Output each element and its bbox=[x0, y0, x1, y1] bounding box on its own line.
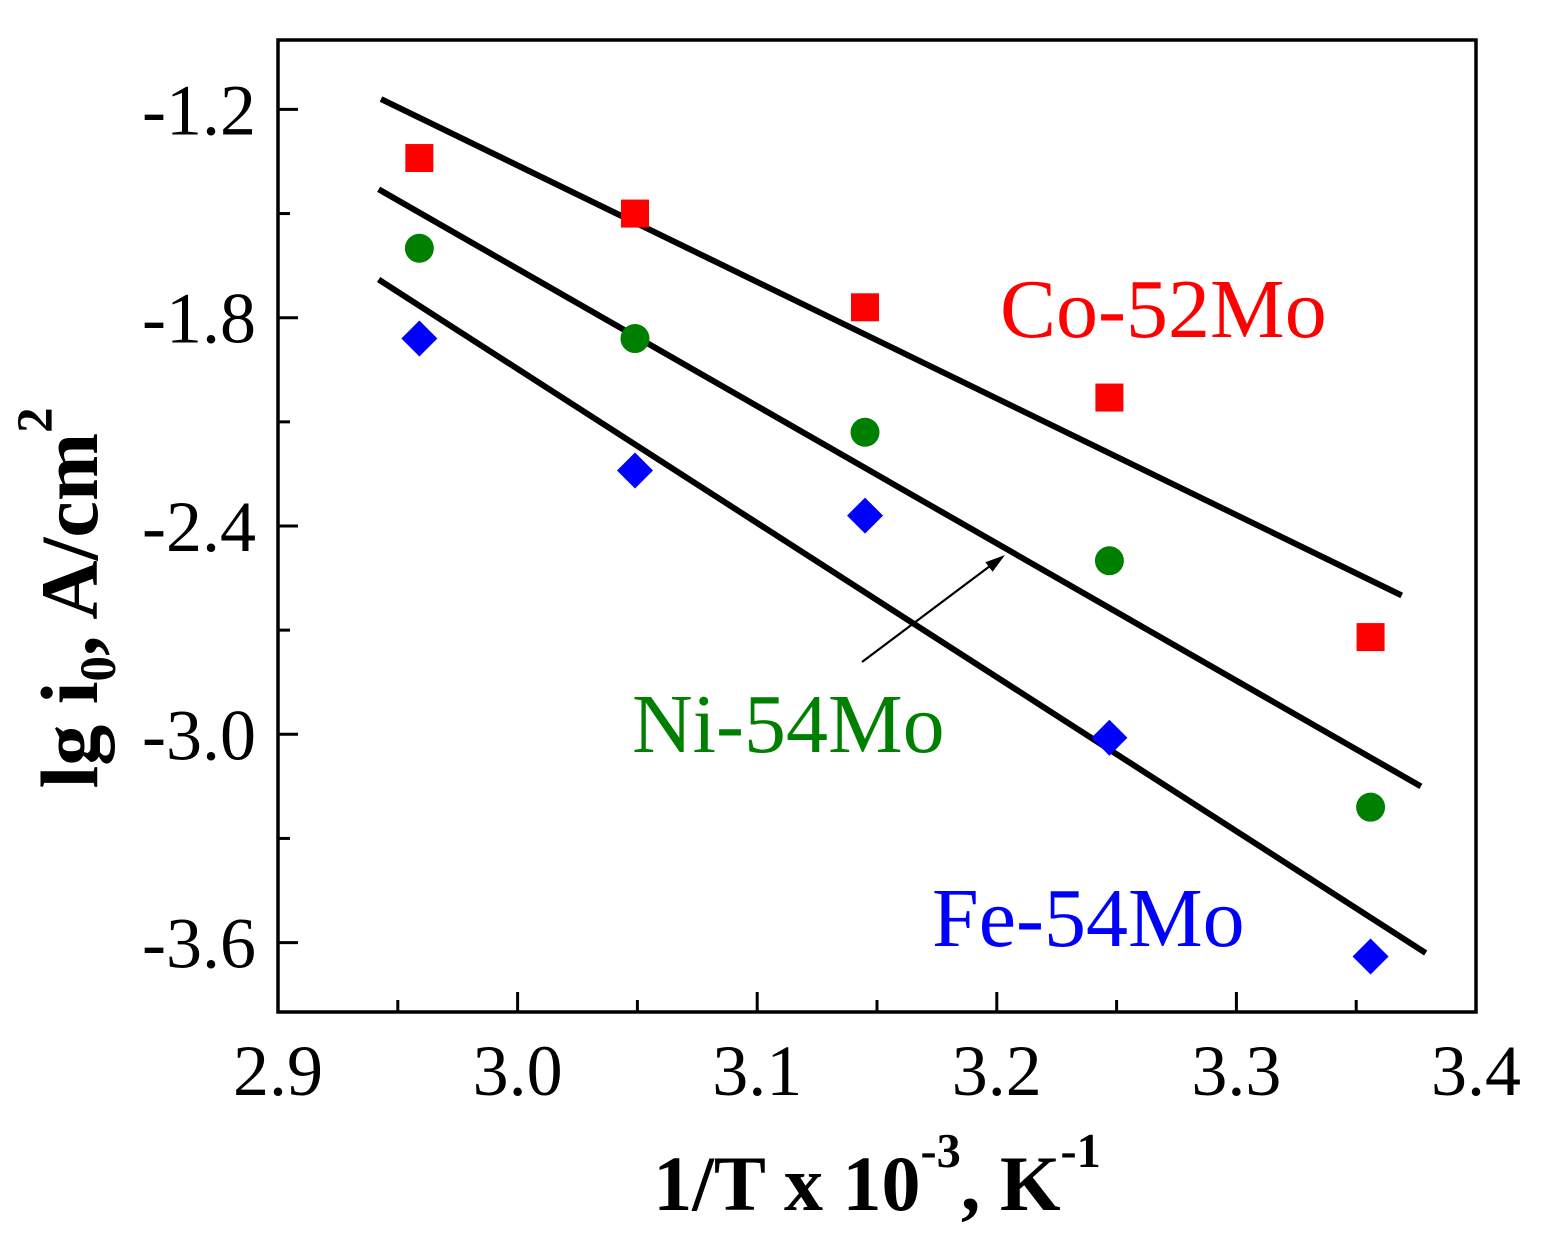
y-axis-label-superscript: 2 bbox=[7, 407, 63, 432]
data-points bbox=[401, 144, 1389, 975]
fe-54mo-point bbox=[847, 497, 884, 534]
ni-54mo-point bbox=[850, 417, 880, 447]
x-tick-label: 3.1 bbox=[712, 1031, 802, 1111]
x-axis-ticks bbox=[276, 992, 1478, 1012]
x-axis-label-text: 1/T x 10 bbox=[653, 1140, 920, 1227]
fe-54mo-fit-line bbox=[377, 277, 1428, 956]
y-tick-label: -1.8 bbox=[142, 279, 256, 359]
x-axis-label-text: , K bbox=[961, 1140, 1061, 1227]
ni-54mo-fit-line bbox=[377, 186, 1423, 789]
fe-54mo-point bbox=[617, 452, 654, 489]
fe-54mo-point bbox=[1352, 938, 1389, 975]
y-tick-label: -2.4 bbox=[142, 487, 256, 567]
x-axis-tick-labels: 2.9 3.0 3.1 3.2 3.3 3.4 bbox=[233, 1031, 1521, 1111]
co-52mo-point bbox=[851, 293, 880, 322]
x-tick-label: 2.9 bbox=[233, 1031, 323, 1111]
y-axis-label-text: , A/cm bbox=[24, 433, 115, 656]
fe-54mo-points bbox=[401, 320, 1389, 975]
x-tick-label: 3.3 bbox=[1191, 1031, 1281, 1111]
co-52mo-point bbox=[1095, 383, 1124, 412]
arrow-shaft bbox=[861, 565, 991, 663]
y-axis-label-subscript: 0 bbox=[70, 656, 126, 681]
fe-54mo-point bbox=[401, 320, 438, 357]
fit-lines bbox=[377, 96, 1428, 956]
co-52mo-fit-line bbox=[379, 96, 1404, 599]
x-tick-label: 3.4 bbox=[1431, 1031, 1521, 1111]
fe-54mo-point bbox=[1091, 719, 1128, 756]
x-tick-label: 3.2 bbox=[952, 1031, 1042, 1111]
x-axis-label: 1/T x 10-3, K-1 bbox=[653, 1125, 1101, 1227]
co-52mo-label: Co-52Mo bbox=[1000, 263, 1327, 356]
ni-54mo-points bbox=[404, 233, 1386, 822]
annotation-arrow bbox=[861, 555, 1005, 663]
fe-54mo-label: Fe-54Mo bbox=[932, 872, 1245, 965]
series-labels: Co-52Mo Ni-54Mo Fe-54Mo bbox=[632, 263, 1327, 965]
y-tick-label: -1.2 bbox=[142, 70, 256, 150]
x-axis-label-superscript: -1 bbox=[1060, 1125, 1100, 1178]
y-axis-label: lg i0, A/cm2 bbox=[7, 407, 126, 788]
y-axis-label-text: lg i bbox=[24, 681, 115, 788]
x-axis-label-superscript: -3 bbox=[921, 1125, 961, 1178]
ni-54mo-point bbox=[404, 233, 434, 263]
co-52mo-point bbox=[621, 199, 650, 228]
x-tick-label: 3.0 bbox=[473, 1031, 563, 1111]
ni-54mo-point bbox=[1094, 546, 1124, 576]
ni-54mo-point bbox=[1356, 792, 1386, 822]
arrow-head bbox=[985, 555, 1005, 572]
ni-54mo-label: Ni-54Mo bbox=[632, 678, 945, 771]
y-axis-tick-labels: -1.2 -1.8 -2.4 -3.0 -3.6 bbox=[142, 70, 256, 983]
ni-54mo-point bbox=[620, 324, 650, 354]
y-axis-ticks bbox=[278, 107, 298, 945]
y-tick-label: -3.0 bbox=[142, 695, 256, 775]
co-52mo-point bbox=[1356, 623, 1385, 652]
co-52mo-point bbox=[405, 144, 434, 173]
y-tick-label: -3.6 bbox=[142, 904, 256, 984]
co-52mo-points bbox=[405, 144, 1385, 652]
